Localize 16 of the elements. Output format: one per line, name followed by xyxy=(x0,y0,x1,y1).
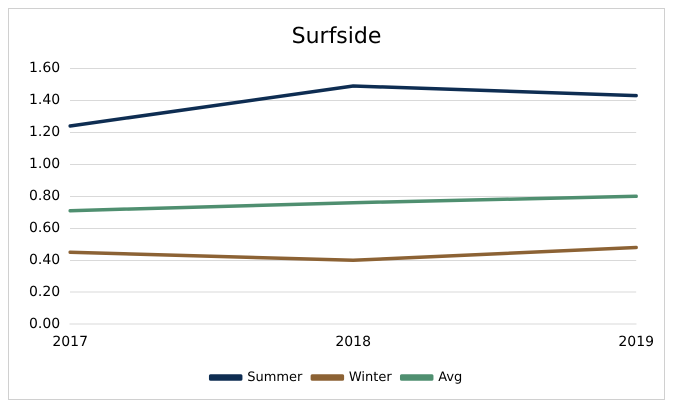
y-tick-label: 0.00 xyxy=(29,316,60,332)
chart-title: Surfside xyxy=(292,24,382,49)
y-tick-label: 0.40 xyxy=(29,252,60,268)
y-tick-label: 0.80 xyxy=(29,188,60,204)
legend-label: Avg xyxy=(438,370,462,385)
y-tick-label: 1.20 xyxy=(29,124,60,140)
x-tick-label: 2017 xyxy=(52,334,88,350)
y-tick-label: 1.40 xyxy=(29,92,60,108)
y-tick-label: 1.60 xyxy=(29,60,60,76)
x-tick-label: 2018 xyxy=(335,334,371,350)
y-tick-label: 1.00 xyxy=(29,156,60,172)
x-tick-label: 2019 xyxy=(618,334,654,350)
y-tick-label: 0.60 xyxy=(29,220,60,236)
legend-label: Summer xyxy=(247,370,304,385)
y-tick-label: 0.20 xyxy=(29,284,60,300)
legend-label: Winter xyxy=(348,370,392,385)
